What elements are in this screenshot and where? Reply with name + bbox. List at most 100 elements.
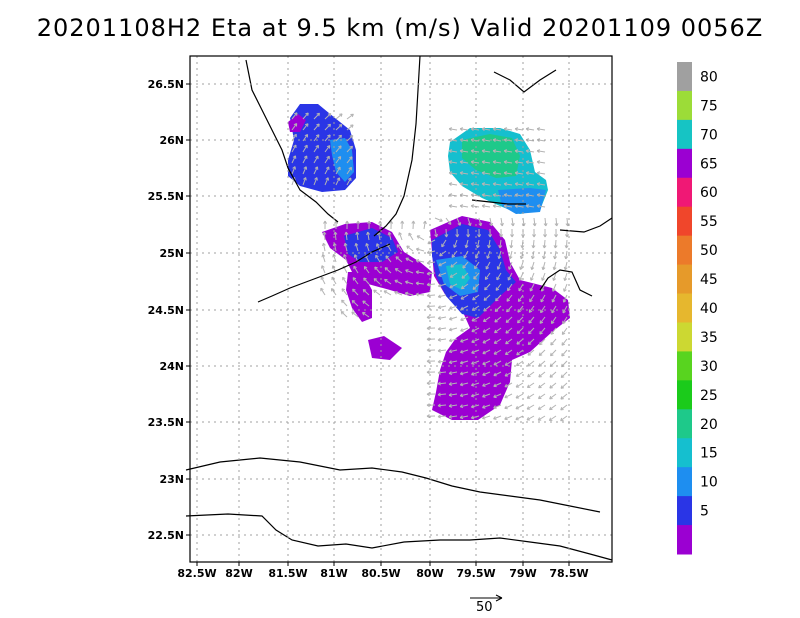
wind-vector-head xyxy=(437,403,441,408)
wind-vector xyxy=(438,294,447,298)
colorbar-label: 75 xyxy=(700,98,718,114)
wind-vector-head xyxy=(493,383,497,388)
wind-vector xyxy=(540,305,546,313)
wind-vector xyxy=(504,205,513,208)
wind-vector-head xyxy=(540,309,544,314)
wind-vector-head xyxy=(528,309,533,313)
wind-vector xyxy=(482,371,491,376)
wind-vector xyxy=(335,177,340,186)
colorbar-segment xyxy=(677,438,692,468)
wind-vector-head xyxy=(519,255,524,260)
wind-vector-head xyxy=(437,414,441,419)
wind-vector xyxy=(537,194,546,197)
wind-vector xyxy=(504,404,513,409)
wind-vector xyxy=(493,205,502,208)
wind-vector-head xyxy=(341,288,346,292)
wind-vector xyxy=(538,349,546,356)
wind-vector xyxy=(482,161,491,164)
wind-vector-head xyxy=(426,381,430,386)
wind-vector-head xyxy=(304,123,309,127)
wind-vector-head xyxy=(514,204,519,209)
wind-vector-head xyxy=(353,265,357,270)
wind-vector-head xyxy=(561,352,565,357)
lon-tick-label: 78.5W xyxy=(549,567,588,580)
wind-vector xyxy=(540,294,546,303)
wind-vector-head xyxy=(504,351,509,356)
wind-vector-head xyxy=(341,299,345,304)
wind-vector-head xyxy=(528,320,532,324)
wind-vector-head xyxy=(526,406,531,410)
wind-vector xyxy=(373,278,381,285)
lat-tick-label: 26N xyxy=(159,134,184,147)
wind-vector xyxy=(554,239,557,249)
wind-vector-head xyxy=(340,310,345,315)
wind-vector xyxy=(532,239,535,249)
wind-vector-head xyxy=(406,245,410,249)
wind-vector xyxy=(356,232,359,241)
wind-vector-head xyxy=(426,293,430,298)
wind-vector-head xyxy=(375,243,380,247)
wind-vector-head xyxy=(564,245,569,249)
wind-vector-head xyxy=(471,371,475,376)
wind-vector xyxy=(484,272,491,280)
wind-vector-head xyxy=(459,160,464,165)
wind-vector xyxy=(563,294,568,303)
wind-vector xyxy=(333,243,337,252)
wind-vector-head xyxy=(448,360,453,365)
wind-vector-head xyxy=(426,414,430,419)
wind-vector-head xyxy=(304,144,308,149)
wind-vector-head xyxy=(503,182,508,187)
wind-vector xyxy=(313,166,318,175)
wind-vector-head xyxy=(503,193,508,198)
wind-vector xyxy=(505,316,513,323)
wind-vector-head xyxy=(438,262,442,267)
wind-vector xyxy=(494,338,502,344)
wind-vector-head xyxy=(482,340,487,344)
wind-vector xyxy=(539,327,546,335)
wind-vector-head xyxy=(514,182,519,187)
wind-vector-head xyxy=(496,276,500,281)
wind-vector xyxy=(449,283,458,289)
wind-vector xyxy=(335,134,342,142)
wind-vector xyxy=(504,128,513,131)
wind-vector xyxy=(320,287,326,296)
wind-vector-head xyxy=(361,311,366,316)
wind-vector xyxy=(560,393,568,400)
wind-vector-head xyxy=(321,253,326,258)
wind-vector xyxy=(456,217,461,226)
wind-vector-head xyxy=(470,393,475,398)
wind-vector-head xyxy=(515,395,520,399)
wind-vector-head xyxy=(463,254,467,259)
wind-vector-head xyxy=(489,222,494,227)
wind-vector-head xyxy=(426,392,430,397)
wind-vector xyxy=(324,123,331,131)
wind-vector xyxy=(463,250,469,259)
wind-vector xyxy=(504,183,513,186)
wind-vector-head xyxy=(448,182,453,187)
wind-vector-head xyxy=(492,204,497,209)
wind-vector xyxy=(449,360,458,364)
wind-vector-head xyxy=(395,256,400,260)
wind-vector xyxy=(516,360,524,367)
lon-tick-label: 80W xyxy=(416,567,443,580)
wind-vector xyxy=(541,283,546,292)
wind-vector xyxy=(426,283,436,286)
wind-vector xyxy=(460,393,469,397)
wind-vector-head xyxy=(349,145,353,150)
wind-vector xyxy=(549,415,557,421)
colorbar-label: 70 xyxy=(700,127,718,143)
wind-vector-head xyxy=(448,193,453,198)
wind-vector-head xyxy=(492,182,497,187)
wind-vector xyxy=(335,113,343,120)
wind-vector-head xyxy=(327,113,332,117)
wind-vector xyxy=(375,254,381,263)
wind-vector xyxy=(449,172,458,175)
wind-vector xyxy=(313,112,320,120)
lon-tick-label: 79W xyxy=(509,567,536,580)
wind-vector xyxy=(526,393,535,399)
wind-vector xyxy=(460,382,469,386)
wind-vector xyxy=(341,288,348,296)
wind-vector xyxy=(324,145,331,153)
wind-vector xyxy=(434,228,438,237)
wind-vector xyxy=(493,382,502,387)
